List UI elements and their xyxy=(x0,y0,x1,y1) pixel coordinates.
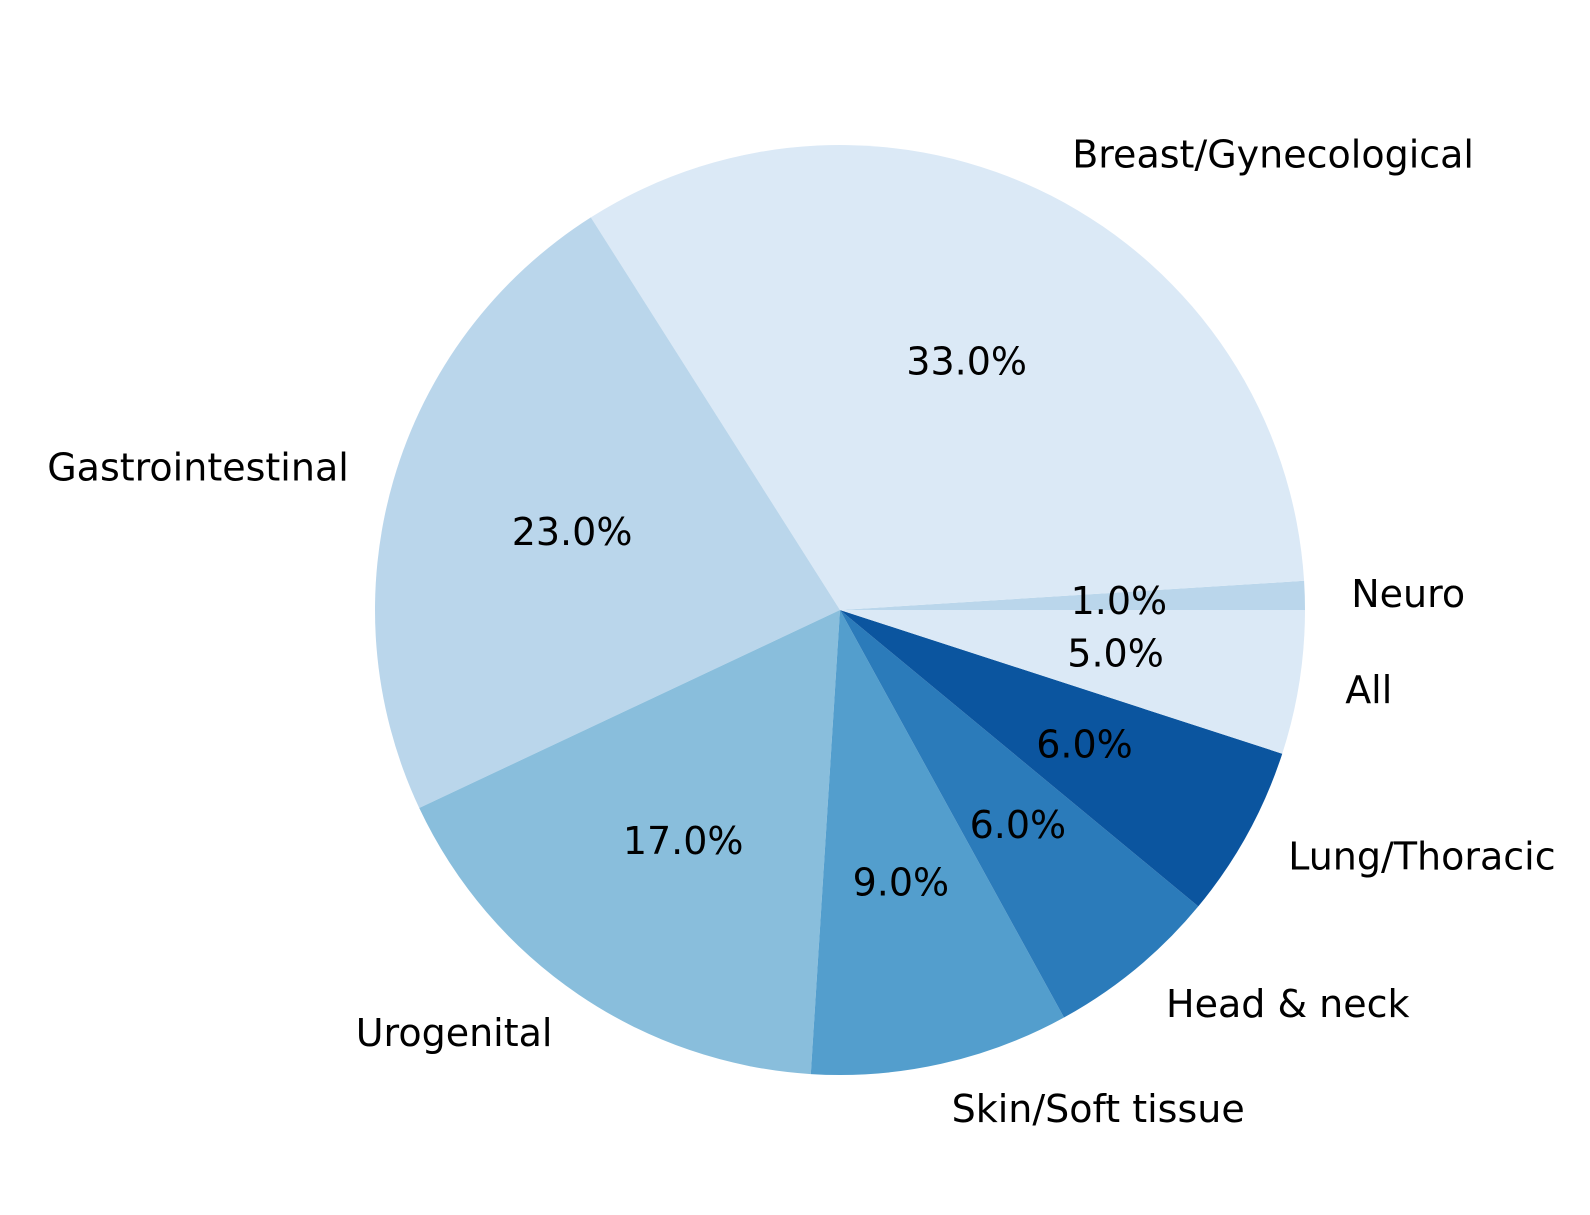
pie-slice-skin-soft-tissue xyxy=(810,610,1065,1075)
pie-slice-neuro xyxy=(840,580,1305,610)
pie-slice-head-neck xyxy=(840,610,1199,1018)
slice-label-neuro: Neuro xyxy=(1351,572,1465,616)
slice-percent-all: 5.0% xyxy=(1067,632,1164,676)
slice-label-gastrointestinal: Gastrointestinal xyxy=(47,445,349,489)
slice-label-urogenital: Urogenital xyxy=(356,1011,553,1055)
slice-label-head-neck: Head & neck xyxy=(1166,982,1410,1026)
slice-label-skin-soft-tissue: Skin/Soft tissue xyxy=(952,1087,1245,1131)
pie-slice-gastrointestinal xyxy=(375,217,840,808)
slice-percent-neuro: 1.0% xyxy=(1071,579,1168,623)
slice-label-breast-gynecological: Breast/Gynecological xyxy=(1072,132,1474,176)
pie-slice-lung-thoracic xyxy=(840,610,1283,907)
slice-percent-head-neck: 6.0% xyxy=(970,803,1067,847)
pie-slices xyxy=(375,144,1305,1075)
slice-percent-urogenital: 17.0% xyxy=(623,819,744,863)
pie-labels: Neuro 1.0% Breast/Gynecological 33.0% Gastro… xyxy=(47,132,1555,1131)
slice-percent-skin-soft-tissue: 9.0% xyxy=(853,860,950,904)
slice-percent-gastrointestinal: 23.0% xyxy=(512,510,633,554)
slice-label-lung-thoracic: Lung/Thoracic xyxy=(1288,834,1555,878)
slice-label-all: All xyxy=(1345,668,1392,712)
pie-slice-urogenital xyxy=(419,610,840,1075)
pie-slice-all xyxy=(840,610,1305,754)
slice-percent-lung-thoracic: 6.0% xyxy=(1036,722,1133,766)
pie-slice-breast-gynecological xyxy=(590,144,1305,610)
slice-percent-breast-gynecological: 33.0% xyxy=(906,339,1027,383)
